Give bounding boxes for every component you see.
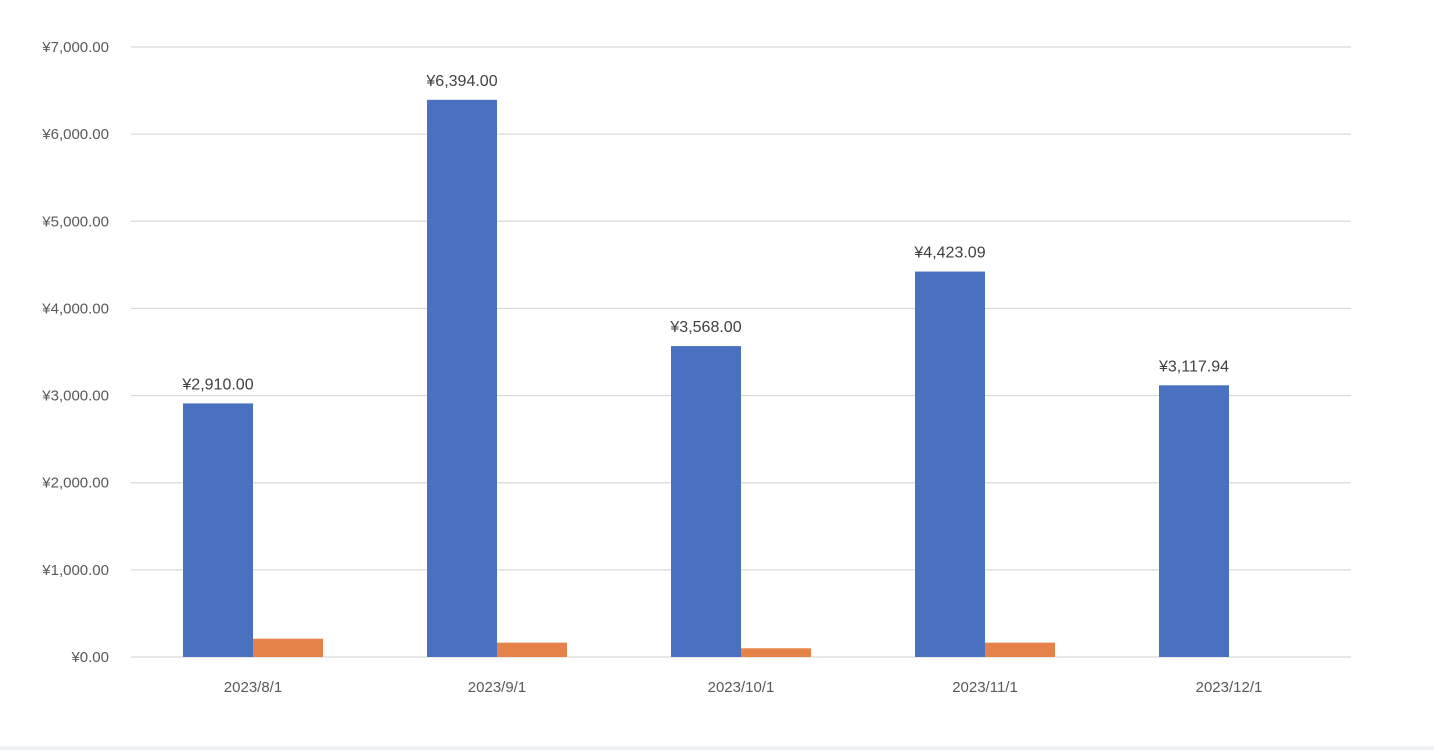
data-label: ¥2,910.00 — [181, 376, 253, 393]
bar-series-2 — [741, 648, 811, 657]
bars — [183, 99, 1229, 657]
y-tick-label: ¥4,000.00 — [41, 300, 109, 317]
bar-series-1 — [915, 271, 985, 657]
data-label: ¥6,394.00 — [425, 73, 497, 90]
y-tick-label: ¥1,000.00 — [41, 562, 109, 579]
data-label: ¥3,117.94 — [1158, 358, 1229, 375]
bar-series-1 — [1159, 385, 1229, 657]
bottom-border — [0, 746, 1434, 750]
bar-series-1 — [183, 403, 253, 657]
y-tick-label: ¥7,000.00 — [41, 39, 109, 56]
bar-series-2 — [497, 642, 567, 657]
bar-series-1 — [427, 99, 497, 657]
bar-series-2 — [985, 642, 1055, 657]
data-label: ¥4,423.09 — [913, 245, 985, 262]
bar-series-2 — [253, 638, 323, 657]
data-labels: ¥2,910.00 ¥6,394.00 ¥3,568.00 ¥4,423.09 ¥3,1… — [181, 73, 1229, 394]
y-tick-label: ¥0.00 — [70, 649, 109, 666]
y-tick-label: ¥6,000.00 — [41, 126, 109, 143]
x-tick-label: 2023/8/1 — [224, 679, 282, 696]
y-tick-label: ¥3,000.00 — [41, 388, 109, 405]
y-tick-label: ¥2,000.00 — [41, 475, 109, 492]
bar-series-1 — [671, 346, 741, 657]
x-tick-label: 2023/12/1 — [1196, 679, 1263, 696]
x-tick-label: 2023/11/1 — [952, 679, 1018, 696]
y-axis-ticks: ¥0.00 ¥1,000.00 ¥2,000.00 ¥3,000.00 ¥4,000.0… — [41, 39, 109, 666]
x-tick-label: 2023/10/1 — [708, 679, 775, 696]
y-tick-label: ¥5,000.00 — [41, 213, 109, 230]
x-tick-label: 2023/9/1 — [468, 679, 526, 696]
data-label: ¥3,568.00 — [669, 319, 741, 336]
x-axis-ticks: 2023/8/1 2023/9/1 2023/10/1 2023/11/1 2023/1… — [224, 679, 1263, 696]
